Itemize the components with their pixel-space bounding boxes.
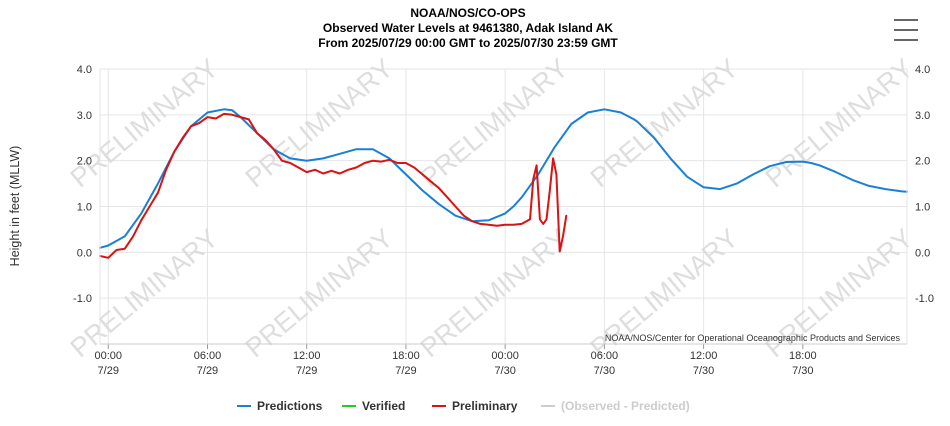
chart-credit: NOAA/NOS/Center for Operational Oceanogr…: [605, 333, 901, 343]
y-tick-label-left: 3.0: [77, 110, 92, 122]
menu-bar-bottom: [894, 39, 918, 41]
y-tick-label-right: 0.0: [915, 247, 930, 259]
x-tick-label-time: 12:00: [293, 350, 321, 362]
legend-label[interactable]: Predictions: [257, 399, 323, 413]
x-tick-label-date: 7/29: [395, 365, 416, 377]
y-tick-label-right: 4.0: [915, 64, 930, 76]
y-tick-label-left: 4.0: [77, 64, 92, 76]
legend-label[interactable]: Verified: [362, 399, 405, 413]
x-tick-label-time: 06:00: [194, 350, 222, 362]
predictions-series-line: [99, 108, 908, 249]
x-tick-label-date: 7/30: [594, 365, 615, 377]
y-tick-label-left: 1.0: [77, 202, 92, 214]
x-tick-label-time: 18:00: [789, 350, 817, 362]
preliminary-series-line: [99, 112, 568, 259]
legend: Predictions Verified Preliminary (Observed …: [237, 399, 690, 413]
y-tick-label-right: -1.0: [915, 293, 934, 305]
watermark-layer: PRELIMINARY PRELIMINARY PRELIMINARY PRELIMI…: [65, 53, 919, 363]
watermark-text: PRELIMINARY: [240, 223, 399, 363]
x-tick-label-date: 7/29: [197, 365, 218, 377]
y-tick-label-left: 0.0: [77, 247, 92, 259]
x-tick-label-time: 00:00: [95, 350, 123, 362]
y-axis-label: Height in feet (MLLW): [8, 146, 22, 267]
x-tick-label-time: 18:00: [392, 350, 420, 362]
x-tick-label-time: 06:00: [591, 350, 619, 362]
y-tick-label-right: 2.0: [915, 156, 930, 168]
legend-item[interactable]: Verified: [342, 399, 405, 413]
menu-bar-top: [894, 19, 918, 21]
watermark-text: PRELIMINARY: [415, 223, 574, 363]
chart-title-line-2: Observed Water Levels at 9461380, Adak I…: [323, 21, 613, 35]
legend-item[interactable]: Predictions: [237, 399, 323, 413]
x-tick-label-date: 7/30: [693, 365, 714, 377]
watermark-text: PRELIMINARY: [585, 53, 744, 193]
axis-layer: 4.0 4.0 3.0 3.0 2.0 2.0 1.0 1.0 0.0 0.0 -1.0 -1.0 00…: [73, 64, 934, 377]
x-tick-label-date: 7/30: [792, 365, 813, 377]
watermark-text: PRELIMINARY: [760, 53, 919, 193]
menu-bar-middle: [894, 29, 918, 31]
y-tick-label-right: 3.0: [915, 110, 930, 122]
chart-title-line-3: From 2025/07/29 00:00 GMT to 2025/07/30 …: [318, 36, 618, 50]
watermark-text: PRELIMINARY: [415, 53, 574, 193]
y-tick-label-right: 1.0: [915, 202, 930, 214]
chart-title-line-1: NOAA/NOS/CO-OPS: [410, 6, 525, 20]
x-tick-label-date: 7/29: [98, 365, 119, 377]
x-tick-label-date: 7/29: [296, 365, 317, 377]
hamburger-menu-icon[interactable]: [894, 19, 918, 41]
legend-item[interactable]: Preliminary: [432, 399, 518, 413]
grid-layer: [100, 68, 907, 344]
legend-item[interactable]: (Observed - Predicted): [541, 399, 690, 413]
legend-label[interactable]: (Observed - Predicted): [561, 399, 690, 413]
series-layer: [99, 108, 908, 259]
chart-menu-button[interactable]: [888, 14, 924, 46]
legend-label[interactable]: Preliminary: [452, 399, 518, 413]
title-layer: NOAA/NOS/CO-OPS Observed Water Levels at…: [318, 6, 618, 50]
x-tick-label-date: 7/30: [494, 365, 515, 377]
x-tick-label-time: 00:00: [491, 350, 519, 362]
y-tick-label-left: -1.0: [73, 293, 92, 305]
y-tick-label-left: 2.0: [77, 156, 92, 168]
x-tick-label-time: 12:00: [690, 350, 718, 362]
